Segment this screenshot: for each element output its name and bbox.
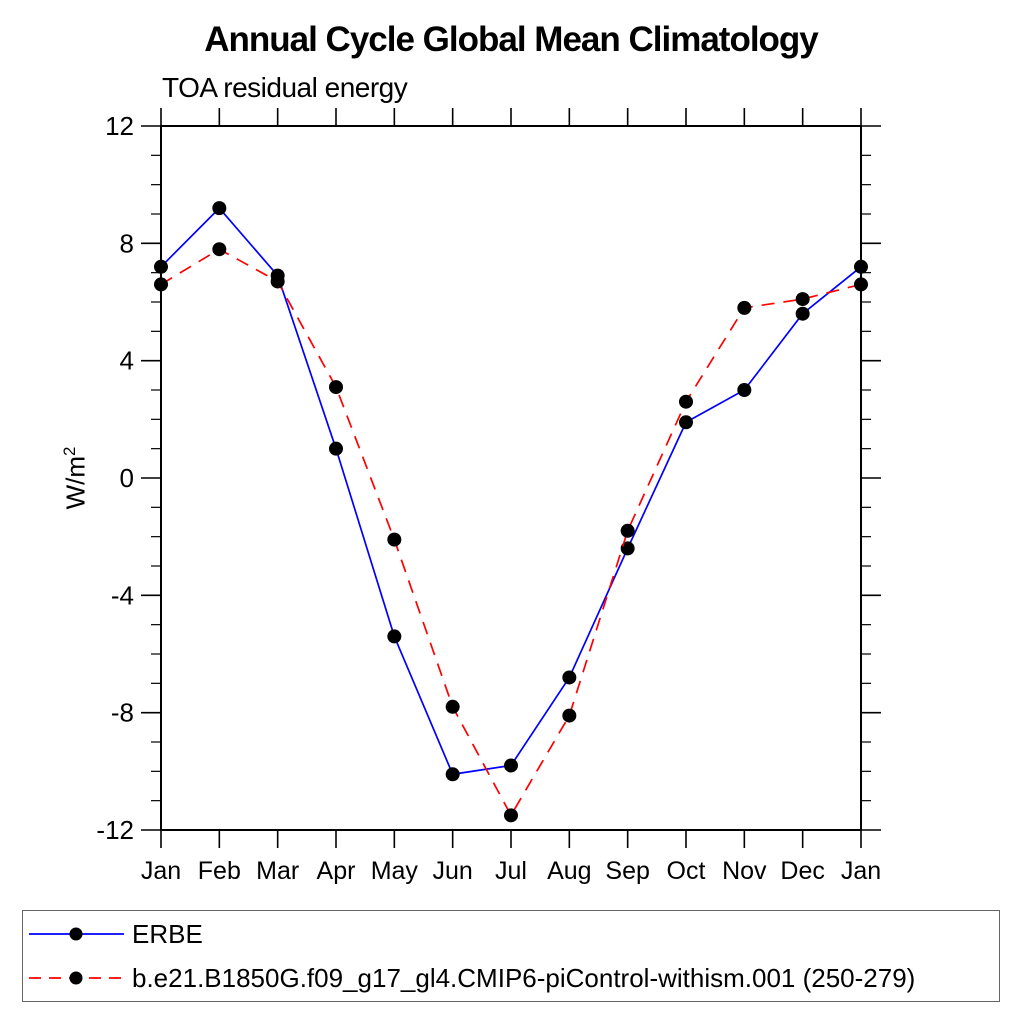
x-tick-label: Jan (841, 857, 881, 885)
data-point-marker (562, 708, 577, 723)
chart-title: Annual Cycle Global Mean Climatology (204, 20, 819, 59)
legend-box: ERBE b.e21.B1850G.f09_g17_gl4.CMIP6-piCo… (22, 910, 1000, 1002)
x-tick-label: Nov (722, 857, 767, 885)
legend-swatch-erbe-line (29, 927, 124, 941)
legend-row-erbe: ERBE (28, 919, 203, 949)
legend-marker-dot (69, 971, 83, 985)
x-tick-label: Sep (605, 857, 649, 885)
x-tick-label: Apr (317, 857, 356, 885)
y-tick-label: 0 (120, 463, 134, 493)
data-point-marker (854, 259, 868, 274)
legend-label-model: b.e21.B1850G.f09_g17_gl4.CMIP6-piControl… (132, 962, 916, 993)
data-point-marker (620, 541, 635, 556)
data-point-marker (445, 767, 460, 782)
x-tick-label: Jul (495, 857, 527, 885)
data-point-marker (387, 629, 402, 644)
chart-subtitle: TOA residual energy (162, 72, 408, 103)
y-tick-label: -12 (96, 815, 134, 845)
x-tick-label: Jun (433, 857, 473, 885)
data-point-marker (679, 394, 693, 409)
legend-marker-dot (69, 927, 83, 941)
series-line-erbe (160, 206, 862, 776)
y-tick-label: 8 (120, 228, 134, 258)
x-tick-label: Oct (667, 857, 706, 885)
data-point-marker (504, 808, 518, 823)
data-point-marker (270, 274, 285, 289)
legend-swatch-model-line (29, 971, 124, 985)
series-line-model (160, 248, 862, 818)
data-point-marker (329, 380, 343, 395)
data-point-marker (212, 242, 227, 257)
y-tick-label: -4 (111, 580, 134, 610)
data-point-marker (737, 300, 752, 315)
data-point-marker (795, 306, 810, 321)
data-point-marker (737, 383, 752, 397)
x-tick-label: Aug (547, 857, 591, 885)
legend-label-erbe: ERBE (132, 918, 203, 949)
data-point-marker (562, 670, 577, 685)
data-point-marker (504, 758, 518, 773)
y-tick-label: -8 (111, 698, 134, 728)
data-point-marker (620, 523, 635, 538)
legend-row-model: b.e21.B1850G.f09_g17_gl4.CMIP6-piControl… (28, 963, 915, 993)
data-point-marker (329, 441, 343, 456)
x-tick-label: Feb (198, 857, 241, 885)
data-point-marker (387, 532, 402, 547)
x-tick-label: Jan (141, 857, 181, 885)
x-tick-label: May (371, 857, 419, 885)
data-point-marker (212, 201, 227, 216)
data-point-marker (854, 277, 868, 292)
data-point-marker (679, 415, 693, 430)
y-tick-label: 12 (105, 111, 134, 141)
x-tick-label: Mar (256, 857, 299, 885)
y-tick-label: 4 (120, 346, 134, 376)
data-point-marker (795, 292, 810, 307)
data-point-marker (154, 259, 168, 274)
plot-frame (160, 125, 862, 831)
x-tick-label: Dec (780, 857, 824, 885)
data-point-marker (445, 699, 460, 714)
data-point-marker (154, 277, 168, 292)
